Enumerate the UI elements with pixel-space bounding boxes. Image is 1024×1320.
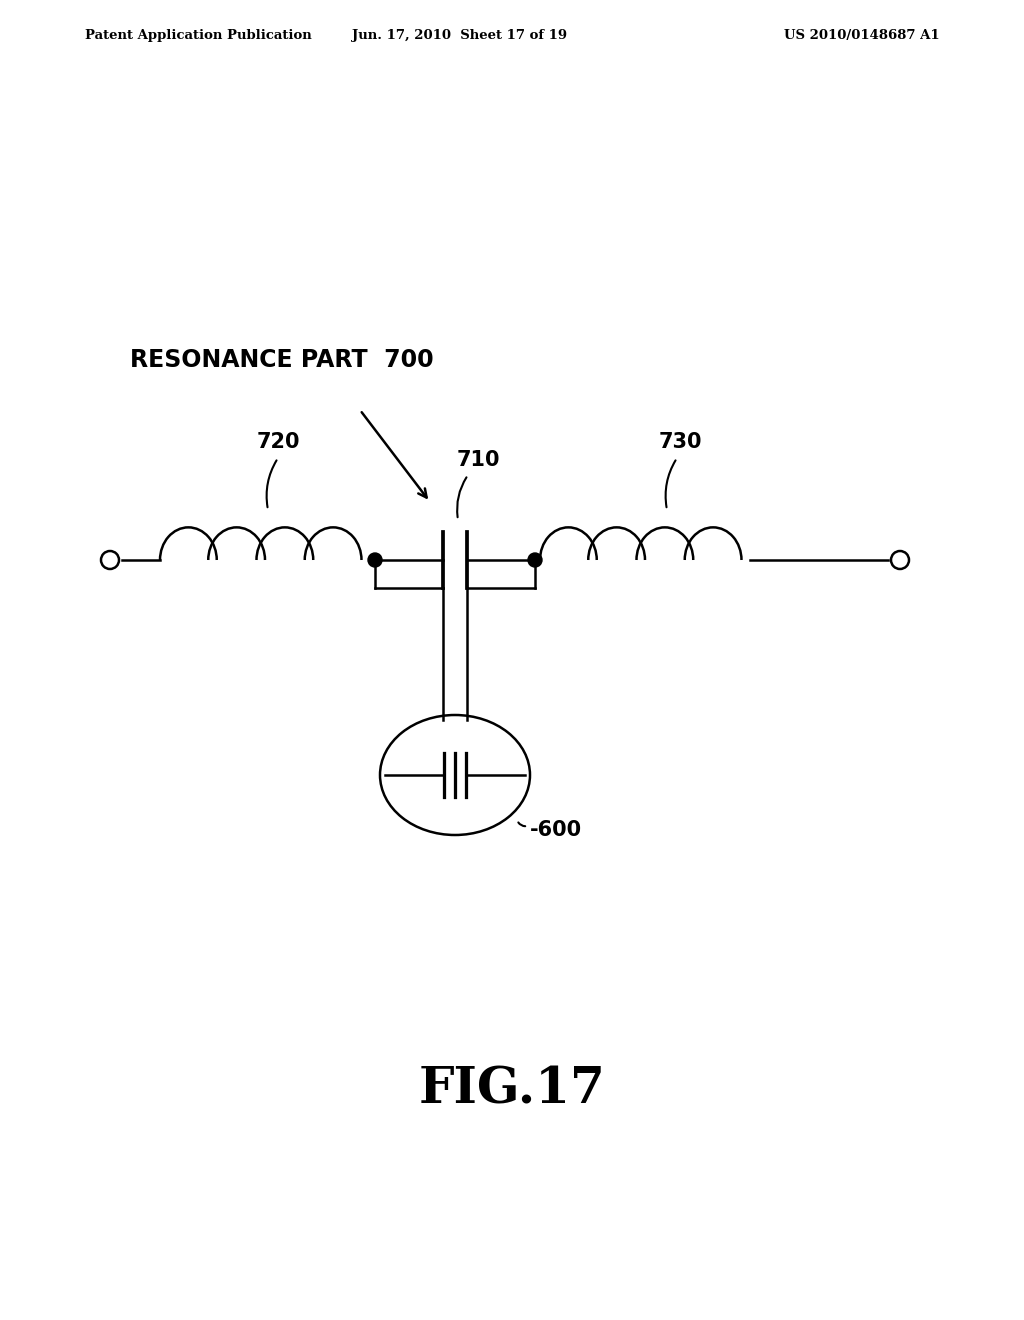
Text: US 2010/0148687 A1: US 2010/0148687 A1	[784, 29, 940, 41]
Text: 730: 730	[658, 432, 701, 451]
Text: FIG.17: FIG.17	[419, 1065, 605, 1114]
Text: Patent Application Publication: Patent Application Publication	[85, 29, 311, 41]
Text: 720: 720	[256, 432, 300, 451]
Circle shape	[528, 553, 542, 568]
Text: Jun. 17, 2010  Sheet 17 of 19: Jun. 17, 2010 Sheet 17 of 19	[352, 29, 567, 41]
Text: 710: 710	[457, 450, 500, 470]
Circle shape	[368, 553, 382, 568]
Text: -600: -600	[530, 820, 582, 840]
Text: RESONANCE PART  700: RESONANCE PART 700	[130, 348, 433, 372]
